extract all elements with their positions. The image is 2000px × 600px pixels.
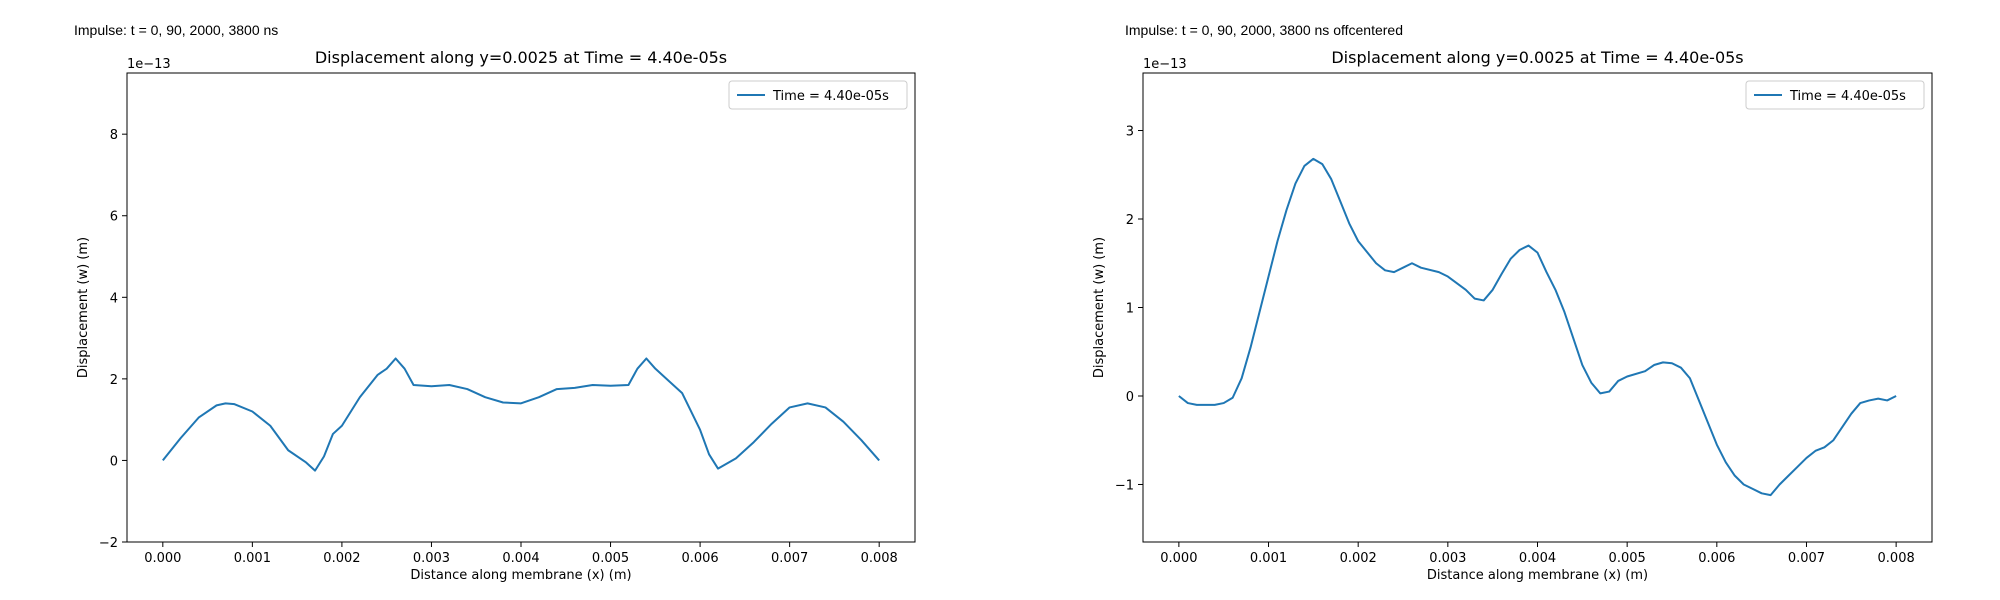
chart-2-x-tick-label: 0.002 bbox=[1340, 551, 1377, 566]
chart-1-x-tick-label: 0.006 bbox=[681, 551, 718, 566]
chart-1-legend-label: Time = 4.40e-05s bbox=[772, 89, 889, 104]
chart-1-y-tick-label: 2 bbox=[110, 373, 118, 388]
chart-1-y-tick-label: 4 bbox=[110, 291, 118, 306]
chart-1-x-tick-label: 0.001 bbox=[234, 551, 271, 566]
chart-2-series-line-1 bbox=[1178, 157, 1897, 497]
chart-2-legend-box bbox=[1745, 80, 1925, 110]
chart-1-y-tick-label: 8 bbox=[110, 128, 118, 143]
chart-2-y-tick-label: 2 bbox=[1126, 213, 1134, 228]
chart-2-x-tick-label: 0.007 bbox=[1788, 551, 1825, 566]
chart-1-y-axis-label: Displacement (w) (m) bbox=[76, 237, 91, 378]
chart-2-y-multiplier: 1e−13 bbox=[1143, 57, 1187, 72]
chart-1-x-tick-label: 0.004 bbox=[502, 551, 539, 566]
chart-1-y-tick-label: −2 bbox=[99, 536, 118, 551]
chart-2-y-tick-label: 1 bbox=[1126, 302, 1134, 317]
chart-2-y-tick-label: 0 bbox=[1126, 390, 1134, 405]
chart-1-x-tick-label: 0.003 bbox=[413, 551, 450, 566]
figure-caption-right: Impulse: t = 0, 90, 2000, 3800 ns offcen… bbox=[1125, 22, 1403, 38]
figure-caption-left: Impulse: t = 0, 90, 2000, 3800 ns bbox=[74, 22, 279, 38]
chart-1-x-tick-label: 0.000 bbox=[144, 551, 181, 566]
chart-1-x-axis-label: Distance along membrane (x) (m) bbox=[410, 568, 631, 583]
chart-1-series-line-1 bbox=[162, 357, 880, 472]
chart-2-x-axis-label: Distance along membrane (x) (m) bbox=[1427, 568, 1648, 583]
chart-1-y-tick-label: 0 bbox=[110, 454, 118, 469]
chart-2-x-tick-label: 0.008 bbox=[1878, 551, 1915, 566]
chart-2-x-tick-label: 0.003 bbox=[1429, 551, 1466, 566]
chart-1-title: Displacement along y=0.0025 at Time = 4.… bbox=[315, 48, 727, 67]
chart-2-y-tick-label: −1 bbox=[1115, 478, 1134, 493]
chart-2-y-tick-label: 3 bbox=[1126, 125, 1134, 140]
chart-1-x-tick-label: 0.002 bbox=[323, 551, 360, 566]
chart-2-x-tick-label: 0.000 bbox=[1160, 551, 1197, 566]
chart-2-x-tick-label: 0.005 bbox=[1609, 551, 1646, 566]
chart-2-title: Displacement along y=0.0025 at Time = 4.… bbox=[1331, 48, 1743, 67]
chart-1-legend-box bbox=[728, 80, 908, 110]
chart-1-y-tick-label: 6 bbox=[110, 210, 118, 225]
chart-2-x-tick-label: 0.001 bbox=[1250, 551, 1287, 566]
chart-2-x-tick-label: 0.004 bbox=[1519, 551, 1556, 566]
chart-2-legend-label: Time = 4.40e-05s bbox=[1789, 89, 1906, 104]
chart-1-y-multiplier: 1e−13 bbox=[127, 57, 171, 72]
chart-1-x-tick-label: 0.007 bbox=[771, 551, 808, 566]
chart-2-y-axis-label: Displacement (w) (m) bbox=[1092, 237, 1107, 378]
chart-2-x-tick-label: 0.006 bbox=[1698, 551, 1735, 566]
chart-1-plot-frame bbox=[126, 72, 916, 543]
chart-1-x-tick-label: 0.005 bbox=[592, 551, 629, 566]
chart-1-x-tick-label: 0.008 bbox=[861, 551, 898, 566]
